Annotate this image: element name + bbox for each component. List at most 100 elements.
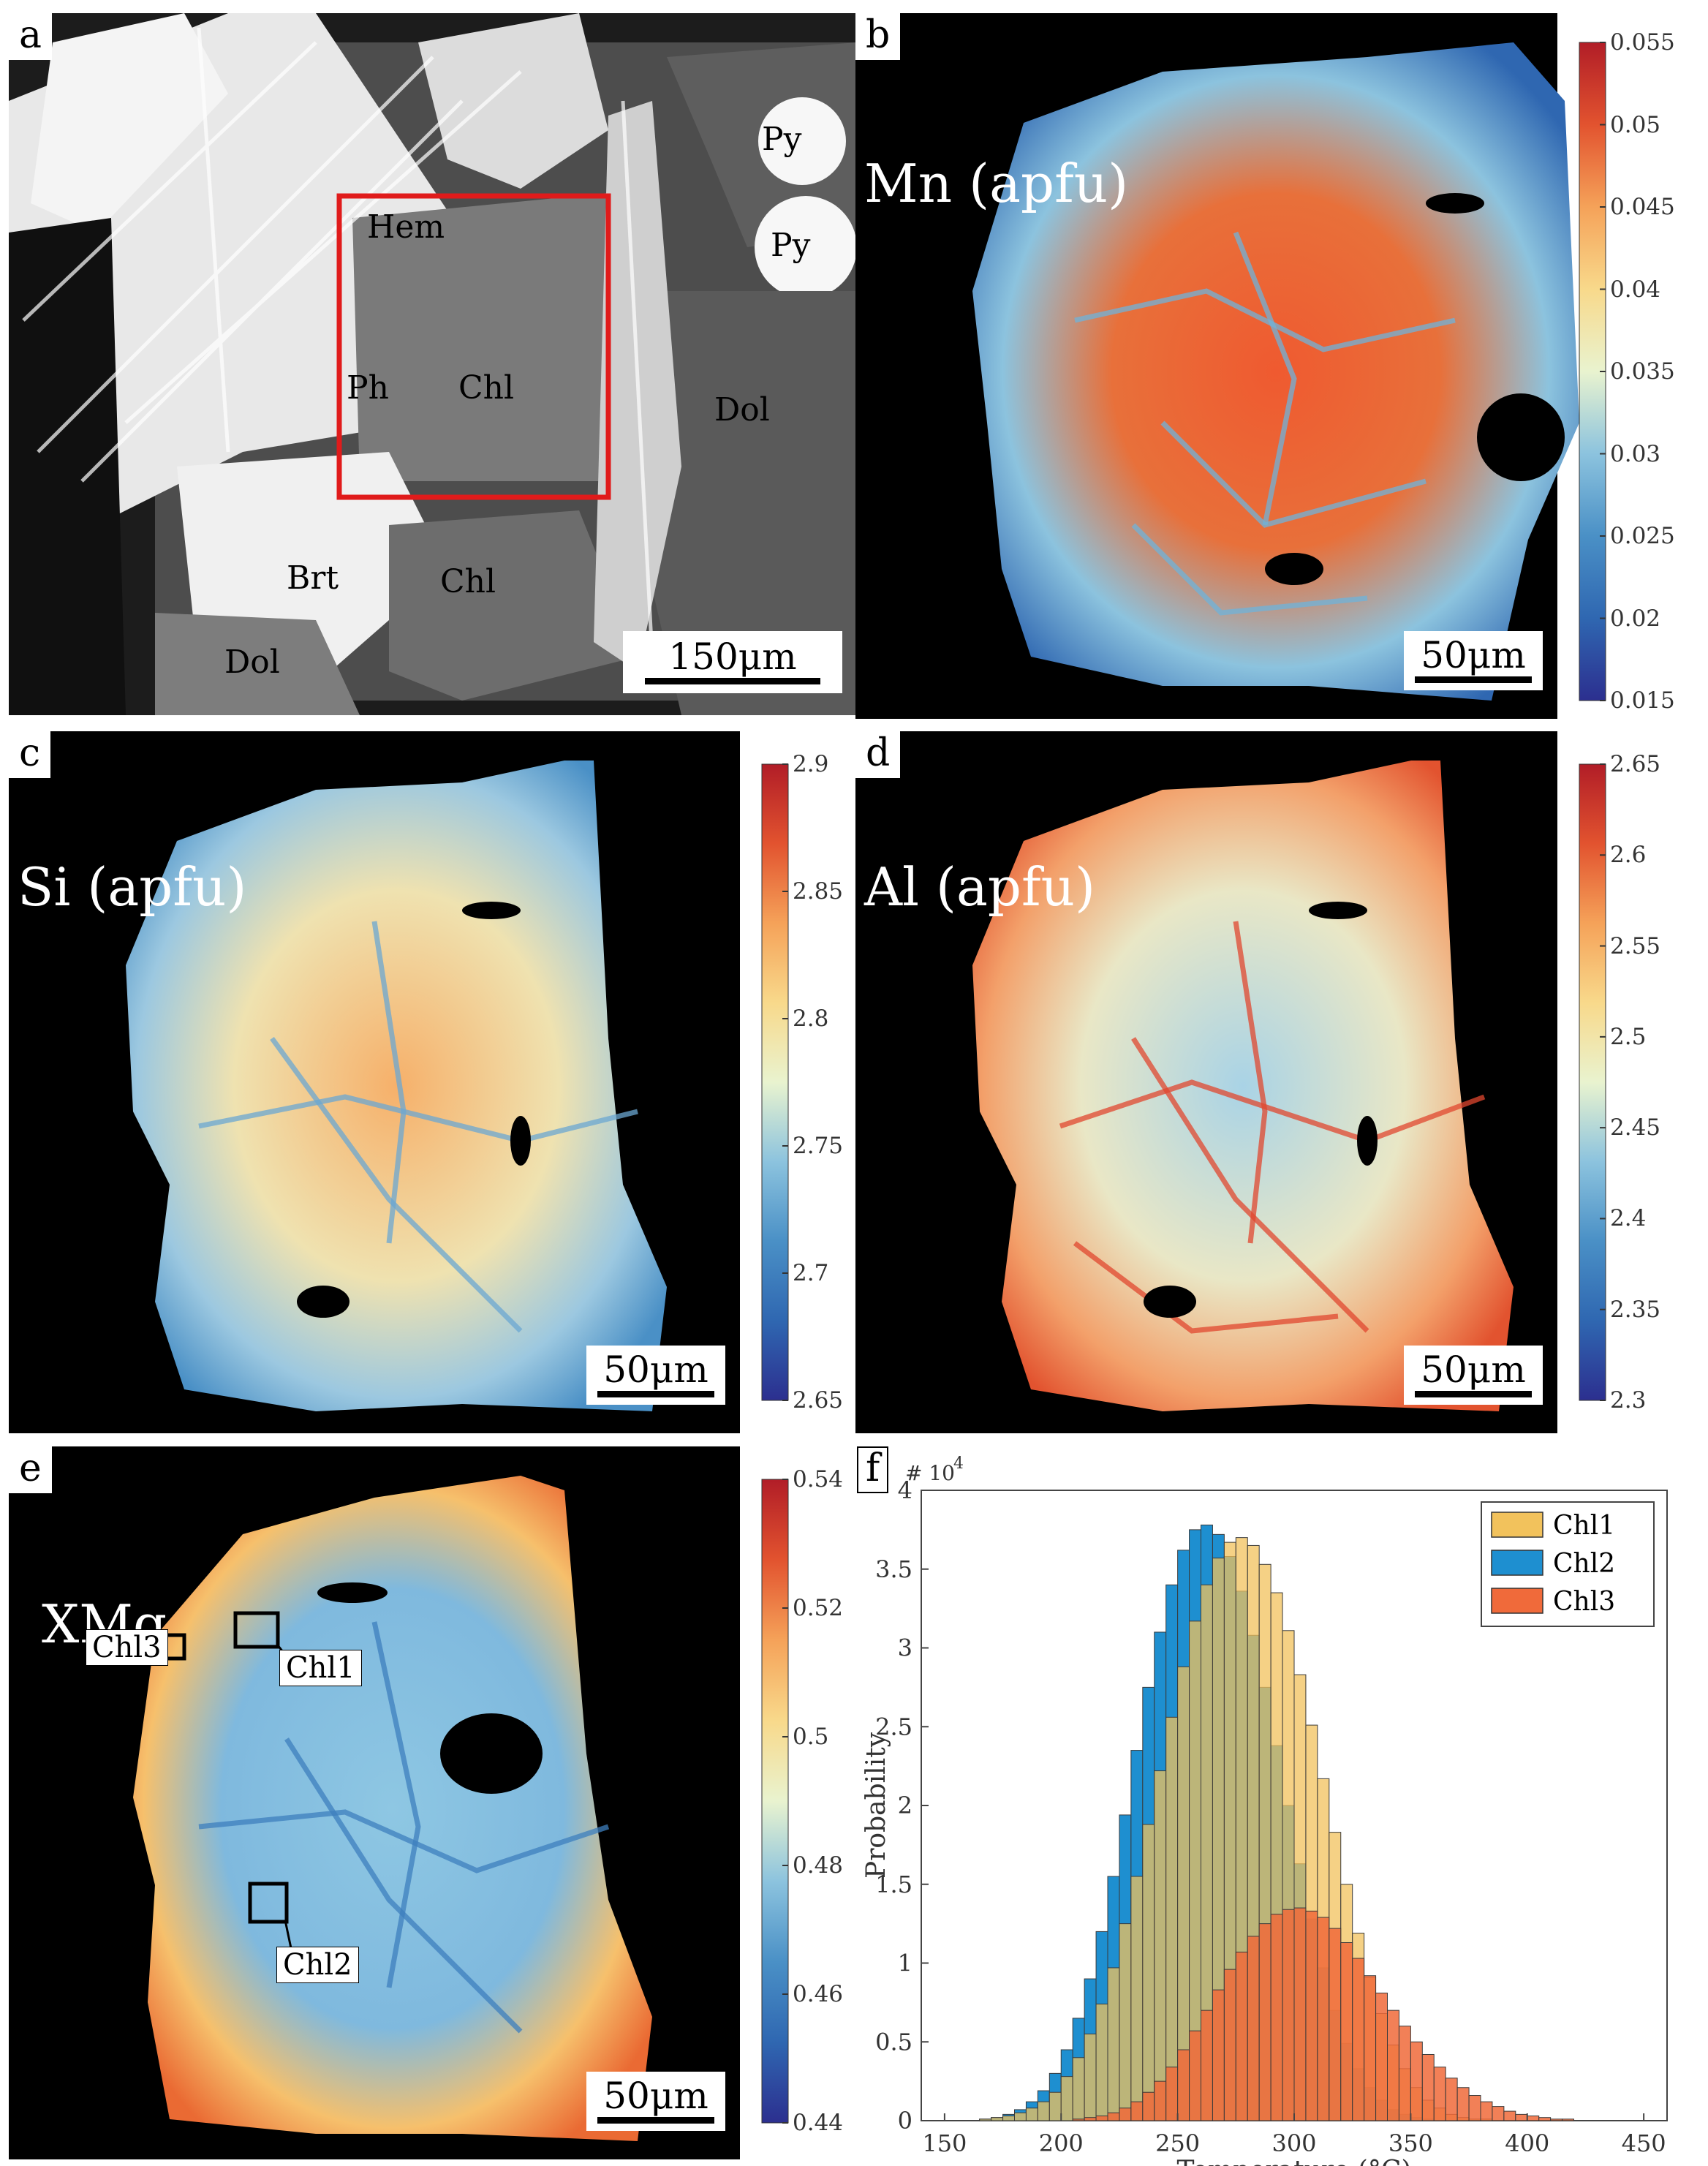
bar-chl3-13 — [1095, 2116, 1108, 2121]
y-tick-label: 3 — [898, 1634, 912, 1662]
panel-d-al-map: 2.65 2.6 2.55 2.5 2.45 2.4 2.35 2.3 d Al (apfu) 50… — [855, 731, 1708, 1433]
panel-c-si-map: 2.9 2.85 2.8 2.75 2.7 2.65 c Si (apfu) 50μm — [9, 731, 857, 1433]
bar-chl1-3 — [979, 2118, 992, 2121]
y-tick-label: 3.5 — [875, 1555, 912, 1583]
colorbar-tick-d: 2.65 — [1610, 751, 1661, 777]
scalebar-line — [645, 678, 820, 684]
mineral-label-chl-1: Chl — [458, 369, 515, 407]
bar-chl3-40 — [1410, 2041, 1423, 2121]
x-tick-label: 450 — [1622, 2129, 1666, 2157]
colorbar-tick-c: 2.7 — [793, 1260, 829, 1286]
bar-chl3-53 — [1562, 2118, 1574, 2121]
y-multiplier-exponent: 4 — [953, 1454, 964, 1473]
bar-chl3-28 — [1270, 1914, 1283, 2121]
bar-chl3-18 — [1154, 2080, 1167, 2121]
callout-chl3: Chl3 — [86, 1629, 168, 1666]
colorbar-tick-d: 2.55 — [1610, 932, 1661, 959]
bar-chl1-14 — [1107, 1967, 1120, 2121]
mineral-label-py-2: Py — [771, 227, 811, 264]
bar-chl1-11 — [1072, 2057, 1085, 2121]
mineral-label-hem: Hem — [367, 208, 445, 246]
y-multiplier: # 10 — [905, 1461, 955, 1485]
bar-chl3-16 — [1130, 2101, 1144, 2121]
scalebar-label: 50μm — [603, 2075, 708, 2117]
colorbar-e — [761, 1479, 789, 2124]
colorbar-tick-e: 0.46 — [793, 1981, 844, 2007]
bar-chl3-46 — [1480, 2101, 1493, 2121]
colorbar-tick-c: 2.75 — [793, 1133, 844, 1159]
panel-letter-c: c — [9, 731, 51, 778]
map-image-b — [855, 13, 1606, 719]
colorbar-tick-e: 0.44 — [793, 2110, 844, 2136]
colorbar-tick-d: 2.6 — [1610, 842, 1647, 869]
bar-chl1-10 — [1060, 2076, 1073, 2121]
colorbar-tick-e: 0.52 — [793, 1595, 844, 1621]
y-tick-label: 1.5 — [875, 1871, 912, 1898]
element-label-d: Al (apfu) — [864, 856, 1096, 918]
scalebar-line — [597, 1391, 714, 1397]
callout-chl1: Chl1 — [279, 1650, 362, 1686]
bar-chl3-44 — [1456, 2087, 1470, 2121]
colorbar-tick-e: 0.54 — [793, 1466, 844, 1493]
bar-chl1-6 — [1014, 2112, 1027, 2121]
bar-chl3-19 — [1165, 2067, 1179, 2121]
bar-chl3-51 — [1538, 2117, 1552, 2121]
scalebar-label: 150μm — [668, 635, 797, 678]
colorbar-tick-b: 0.02 — [1610, 605, 1661, 632]
scalebar-label: 50μm — [1421, 634, 1526, 676]
colorbar-c — [761, 763, 789, 1401]
bar-chl3-38 — [1387, 2010, 1399, 2121]
panel-b-mn-map: 0.055 0.05 0.045 0.04 0.035 0.03 0.025 0.02 0.01… — [855, 13, 1708, 719]
scalebar-label: 50μm — [1421, 1348, 1526, 1391]
x-tick-label: 150 — [922, 2129, 967, 2157]
colorbar-tick-b: 0.055 — [1610, 29, 1675, 56]
legend-label-chl1: Chl1 — [1553, 1511, 1615, 1541]
bar-chl3-45 — [1468, 2095, 1481, 2121]
mineral-label-chl-2: Chl — [440, 563, 496, 600]
y-tick-label: 4 — [898, 1476, 912, 1504]
bar-chl3-47 — [1492, 2106, 1505, 2121]
mineral-label-ph: Ph — [347, 369, 389, 407]
panel-letter-f: f — [857, 1446, 889, 1493]
colorbar-tick-c: 2.8 — [793, 1005, 829, 1032]
bar-chl1-5 — [1002, 2116, 1015, 2121]
mineral-label-dol-2: Dol — [224, 644, 280, 681]
mineral-label-py-1: Py — [762, 121, 802, 158]
map-image-e — [9, 1446, 789, 2159]
scalebar-label: 50μm — [603, 1348, 708, 1391]
scalebar-a: 150μm — [623, 631, 842, 693]
bar-chl3-24 — [1223, 1969, 1236, 2121]
bar-chl3-15 — [1119, 2107, 1132, 2121]
y-axis-label: Probability — [861, 1732, 891, 1879]
bar-chl1-9 — [1048, 2091, 1062, 2121]
bar-chl1-18 — [1154, 1770, 1167, 2121]
bar-chl3-12 — [1084, 2117, 1097, 2121]
x-tick-label: 200 — [1039, 2129, 1084, 2157]
bar-chl3-34 — [1340, 1942, 1353, 2121]
x-tick-label: 400 — [1505, 2129, 1549, 2157]
roi-box-2 — [248, 1882, 289, 1924]
x-tick-label: 350 — [1388, 2129, 1433, 2157]
bar-chl1-4 — [991, 2117, 1004, 2121]
element-label-b: Mn (apfu) — [864, 153, 1129, 214]
colorbar-tick-e: 0.5 — [793, 1724, 829, 1750]
x-tick-label: 300 — [1271, 2129, 1316, 2157]
y-tick-label: 2.5 — [875, 1713, 912, 1740]
colorbar-tick-c: 2.85 — [793, 878, 844, 905]
panel-letter-b: b — [855, 13, 901, 60]
bar-chl3-49 — [1515, 2113, 1528, 2121]
y-tick-label: 1 — [898, 1950, 912, 1977]
panel-letter-e: e — [9, 1446, 52, 1493]
bar-chl1-16 — [1130, 1876, 1144, 2121]
bar-chl3-43 — [1445, 2078, 1458, 2121]
colorbar-tick-d: 2.35 — [1610, 1296, 1661, 1323]
panel-f-histogram: 150 200 250 300 350 400 450 0 0.5 1 1.5 2 2.5 3 3.5 4 Te… — [855, 1446, 1708, 2166]
scalebar-b: 50μm — [1404, 631, 1543, 690]
bar-chl3-41 — [1421, 2053, 1435, 2121]
mineral-label-brt: Brt — [287, 559, 339, 597]
colorbar-tick-c: 2.65 — [793, 1387, 844, 1414]
bar-chl1-8 — [1037, 2101, 1050, 2121]
scalebar-line — [1415, 1391, 1532, 1397]
roi-box-1 — [233, 1611, 280, 1649]
colorbar-tick-b: 0.015 — [1610, 687, 1675, 714]
